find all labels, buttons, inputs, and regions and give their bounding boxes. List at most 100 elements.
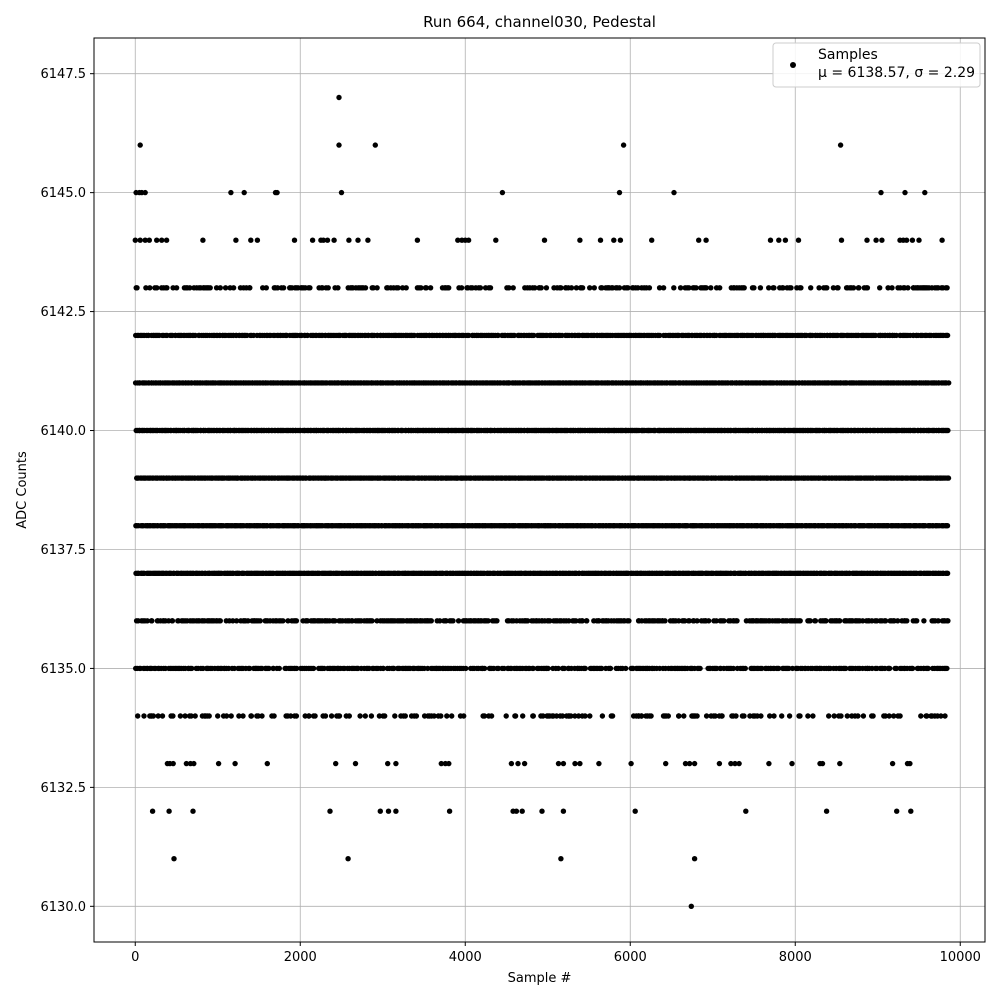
data-point [657, 332, 663, 339]
data-point [443, 618, 449, 624]
data-point [232, 760, 238, 767]
data-point [142, 189, 148, 196]
data-point [555, 760, 562, 767]
data-point [895, 618, 901, 624]
data-point [446, 285, 452, 291]
x-tick-label: 2000 [284, 950, 317, 965]
data-point [671, 189, 677, 196]
data-point [217, 618, 223, 624]
data-point [488, 713, 495, 719]
data-point [293, 713, 300, 719]
data-point [257, 618, 263, 624]
data-point [345, 856, 351, 862]
data-point [336, 142, 342, 148]
data-point [530, 665, 536, 672]
data-point [838, 237, 845, 243]
data-point [717, 285, 723, 291]
data-point [531, 332, 537, 339]
data-point [539, 808, 545, 814]
data-point [697, 665, 703, 672]
data-point [830, 285, 837, 291]
data-point [649, 237, 655, 243]
data-point [288, 713, 294, 719]
data-point [891, 713, 897, 719]
data-point [676, 713, 682, 719]
data-point [944, 665, 950, 672]
data-point [385, 808, 392, 814]
data-point [568, 713, 574, 719]
data-point [843, 665, 849, 672]
data-point [616, 189, 623, 196]
data-point [438, 713, 444, 719]
data-point [638, 713, 645, 719]
data-point [374, 285, 380, 291]
data-point [485, 618, 491, 624]
data-point [271, 713, 277, 719]
data-point [444, 713, 450, 719]
data-point [719, 713, 725, 719]
data-point [403, 285, 409, 291]
data-point [132, 237, 138, 243]
data-point [732, 760, 738, 767]
data-point [427, 285, 434, 291]
data-point [703, 237, 709, 243]
data-point [878, 189, 884, 196]
data-point [357, 713, 363, 719]
data-point [902, 189, 908, 196]
data-point [782, 237, 789, 243]
data-point [543, 285, 550, 291]
data-point [274, 285, 281, 291]
data-point [192, 713, 198, 719]
data-point [461, 713, 467, 719]
data-point [877, 285, 883, 291]
data-point [816, 285, 822, 291]
data-point [309, 237, 316, 243]
data-point [285, 618, 291, 624]
data-point [521, 760, 528, 767]
legend-box [772, 42, 981, 88]
data-point [558, 285, 564, 291]
data-point [665, 713, 671, 719]
data-point [635, 285, 641, 291]
data-point [188, 713, 194, 719]
data-point [733, 713, 739, 719]
data-point [713, 618, 719, 624]
data-point [905, 285, 911, 291]
data-point [693, 285, 699, 291]
data-point [579, 285, 586, 291]
data-point [169, 618, 176, 624]
y-tick-label: 6147.5 [41, 67, 87, 82]
data-point [632, 808, 638, 814]
data-point [860, 618, 866, 624]
data-point [276, 665, 282, 672]
data-point [907, 760, 913, 767]
data-point [307, 285, 313, 291]
data-point [864, 285, 871, 291]
data-point [856, 285, 862, 291]
data-point [712, 713, 718, 719]
data-point [728, 760, 734, 767]
data-point [532, 285, 538, 291]
data-point [248, 713, 255, 719]
x-tick-label: 4000 [449, 950, 482, 965]
data-point [159, 713, 166, 719]
data-point [510, 285, 516, 291]
data-point [149, 713, 155, 719]
data-point [893, 665, 900, 672]
data-point [149, 808, 156, 814]
data-point [741, 285, 747, 291]
data-point [882, 713, 889, 719]
data-point [823, 808, 830, 814]
data-point [402, 713, 408, 719]
data-point [656, 285, 663, 291]
data-point [372, 142, 378, 148]
data-point [155, 713, 161, 719]
data-point [189, 665, 195, 672]
data-point [568, 285, 575, 291]
data-point [418, 285, 424, 291]
data-point [393, 760, 399, 767]
data-point [455, 237, 461, 243]
data-point [582, 665, 588, 672]
data-point [182, 713, 188, 719]
data-point [573, 618, 579, 624]
